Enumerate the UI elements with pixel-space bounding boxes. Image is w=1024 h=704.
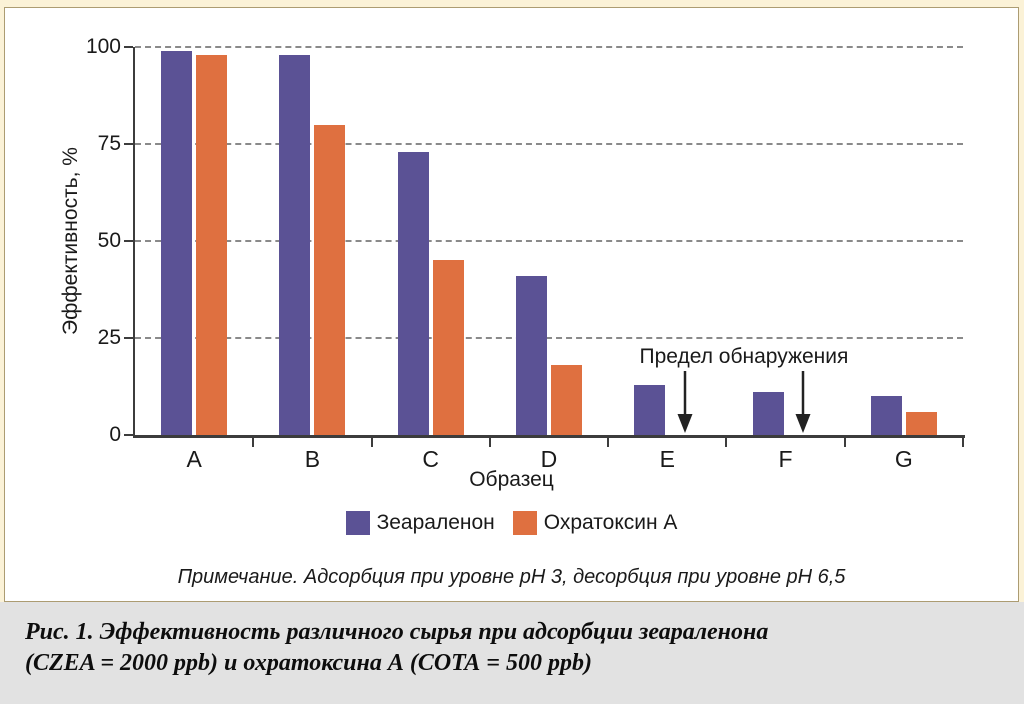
bar-ochratoxin-a-C: [432, 260, 464, 435]
category-label-B: B: [304, 446, 321, 472]
x-tick-mark: [252, 438, 255, 447]
legend-swatch-zearalenone: [345, 511, 370, 535]
category-label-G: G: [894, 446, 913, 472]
legend-label-zearalenone: Зеараленон: [376, 511, 495, 534]
x-axis-line: [133, 435, 965, 438]
category-label-D: D: [540, 446, 558, 472]
y-tick-mark-50: [124, 240, 133, 242]
gridline-25: [135, 337, 963, 339]
y-tick-label: 75: [97, 132, 121, 155]
legend-label-ochratoxin-a: Охратоксин А: [543, 511, 678, 534]
bar-ochratoxin-a-G: [905, 411, 937, 435]
x-tick-mark: [370, 438, 373, 447]
down-arrow-icon: [793, 371, 813, 433]
bar-zearalenone-E: [634, 384, 666, 435]
y-tick-label: 0: [109, 423, 121, 446]
category-label-F: F: [778, 446, 793, 472]
x-tick-mark: [725, 438, 728, 447]
y-tick-mark-0: [124, 434, 133, 436]
gridline-100: [135, 46, 963, 48]
figure-caption: Рис. 1. Эффективность различного сырья п…: [0, 602, 1024, 704]
legend: Зеараленон Охратоксин А: [5, 511, 1018, 535]
y-tick-label: 50: [97, 229, 121, 252]
chart-panel: Эффективность, % 0 25 50 75 100 A B C D E F G Предел…: [4, 7, 1019, 602]
legend-item-zearalenone: Зеараленон: [345, 511, 495, 535]
category-label-E: E: [659, 446, 675, 472]
y-tick-mark-75: [124, 143, 133, 145]
legend-item-ochratoxin-a: Охратоксин А: [512, 511, 678, 535]
caption-line-1: Рис. 1. Эффективность различного сырья п…: [25, 619, 769, 645]
detection-limit-label: Предел обнаружения: [639, 345, 849, 368]
bar-ochratoxin-a-D: [551, 365, 582, 435]
y-tick-label: 25: [97, 326, 121, 349]
gridline-75: [135, 143, 963, 145]
bar-zearalenone-D: [516, 275, 547, 435]
category-label-C: C: [422, 446, 440, 472]
down-arrow-icon: [675, 371, 695, 433]
x-tick-mark: [962, 438, 964, 447]
bar-zearalenone-B: [279, 54, 311, 435]
x-axis-title: Образец: [469, 468, 554, 491]
y-tick-mark-100: [124, 46, 133, 48]
bar-zearalenone-C: [397, 151, 429, 435]
plot-area: 0 25 50 75 100 A B C D E F G Предел обнаружения: [86, 35, 965, 472]
bar-zearalenone-A: [161, 50, 193, 435]
x-tick-mark: [607, 438, 610, 447]
bar-zearalenone-G: [870, 396, 902, 435]
bar-ochratoxin-a-B: [314, 124, 346, 435]
bar-ochratoxin-a-A: [196, 54, 228, 435]
caption-line-2: (CZEA = 2000 ppb) и охратоксина А (СОТА …: [25, 650, 592, 676]
category-label-A: A: [186, 446, 202, 472]
gridline-50: [135, 240, 963, 242]
legend-swatch-ochratoxin-a: [512, 511, 537, 535]
x-tick-mark: [843, 438, 846, 447]
y-tick-label: 100: [85, 35, 121, 58]
bar-zearalenone-F: [752, 392, 784, 435]
chart-note: Примечание. Адсорбция при уровне pH 3, д…: [177, 566, 846, 588]
y-tick-mark-25: [124, 337, 133, 339]
y-axis-line: [133, 47, 135, 438]
x-tick-mark: [488, 438, 491, 447]
